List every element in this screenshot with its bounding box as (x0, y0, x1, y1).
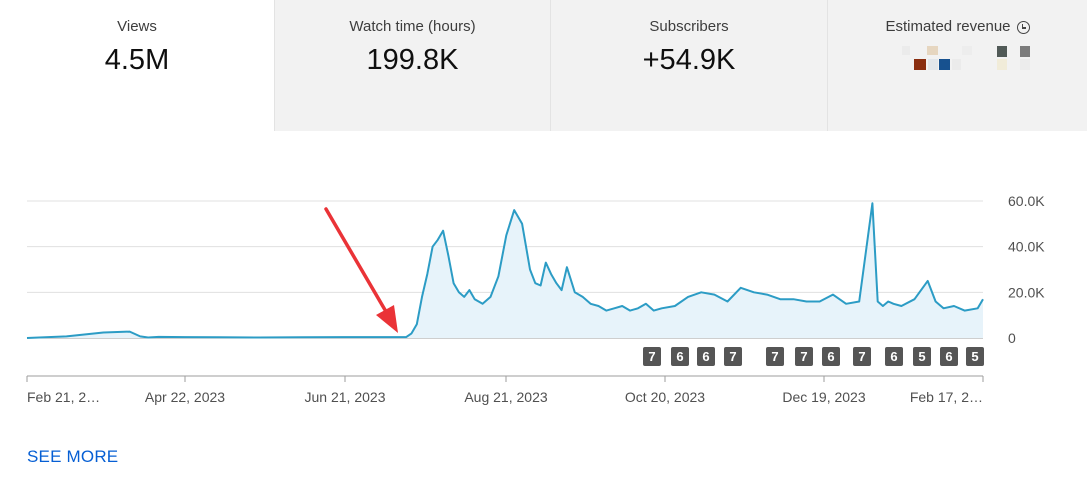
video-badge-box (885, 347, 903, 366)
metric-label: Watch time (hours) (349, 18, 476, 35)
video-badge-box (853, 347, 871, 366)
video-badge-box (822, 347, 840, 366)
video-badge-label: 6 (702, 349, 709, 364)
x-tick-label: Feb 17, 2… (910, 389, 983, 405)
y-tick-label: 0 (1008, 330, 1016, 346)
video-badge-label: 7 (648, 349, 655, 364)
annotation-arrow-shaft (324, 207, 390, 317)
y-tick-label: 60.0K (1008, 193, 1045, 209)
video-badge-label: 6 (827, 349, 834, 364)
series-line (26, 202, 984, 339)
metric-value: 4.5M (104, 44, 170, 76)
metric-tabs: Views 4.5M Watch time (hours) 199.8K Sub… (0, 0, 1087, 131)
video-badge: 6 (671, 347, 689, 366)
video-badge-label: 6 (676, 349, 683, 364)
video-badge-box (671, 347, 689, 366)
video-badge: 7 (853, 347, 871, 366)
x-tick-label: Oct 20, 2023 (625, 389, 705, 405)
video-badge-box (940, 347, 958, 366)
video-badge-box (643, 347, 661, 366)
video-badge: 7 (643, 347, 661, 366)
series-area (27, 203, 983, 338)
video-badge-label: 6 (890, 349, 897, 364)
metric-value: 199.8K (366, 44, 459, 76)
see-more-link[interactable]: SEE MORE (27, 447, 119, 466)
video-badge-box (913, 347, 931, 366)
video-badge-label: 5 (918, 349, 925, 364)
metric-tab-estimated-revenue[interactable]: Estimated revenue (827, 0, 1087, 131)
x-tick-label: Aug 21, 2023 (464, 389, 548, 405)
video-badge-label: 7 (858, 349, 865, 364)
video-badge: 7 (724, 347, 742, 366)
video-badge: 7 (795, 347, 813, 366)
metric-value: +54.9K (642, 44, 736, 76)
x-tick-label: Dec 19, 2023 (782, 389, 865, 405)
x-tick-label: Apr 22, 2023 (145, 389, 225, 405)
video-badge: 6 (940, 347, 958, 366)
video-badge-box (724, 347, 742, 366)
metric-tab-subscribers[interactable]: Subscribers +54.9K (550, 0, 827, 131)
video-badge-box (766, 347, 784, 366)
video-badge-label: 5 (971, 349, 978, 364)
metric-label: Estimated revenue (885, 18, 1011, 35)
video-badge-label: 7 (729, 349, 736, 364)
video-badge: 5 (913, 347, 931, 366)
clock-icon[interactable] (1016, 21, 1030, 34)
video-badge-label: 6 (945, 349, 952, 364)
video-badge-box (966, 347, 984, 366)
annotation-arrow-head (376, 305, 398, 333)
metric-label: Views (117, 18, 157, 35)
video-badge-box (697, 347, 715, 366)
metric-label-row: Estimated revenue (828, 18, 1087, 35)
y-tick-label: 40.0K (1008, 239, 1045, 255)
video-badge-label: 7 (800, 349, 807, 364)
video-badge: 7 (766, 347, 784, 366)
video-badge-box (795, 347, 813, 366)
y-tick-label: 20.0K (1008, 284, 1045, 300)
video-badge: 5 (966, 347, 984, 366)
views-chart: 60.0K 40.0K 20.0K 0 7 6 6 7 7 7 6 7 6 5 6 5 Feb 21, 2… Ap… (26, 193, 1045, 405)
x-tick-label: Feb 21, 2… (27, 389, 100, 405)
metric-tab-views[interactable]: Views 4.5M (0, 0, 274, 131)
metric-tab-watch-time[interactable]: Watch time (hours) 199.8K (274, 0, 550, 131)
video-badge: 6 (697, 347, 715, 366)
video-badge-label: 7 (771, 349, 778, 364)
x-tick-label: Jun 21, 2023 (305, 389, 386, 405)
metric-label: Subscribers (649, 18, 729, 35)
video-badge: 6 (822, 347, 840, 366)
video-badge: 6 (885, 347, 903, 366)
